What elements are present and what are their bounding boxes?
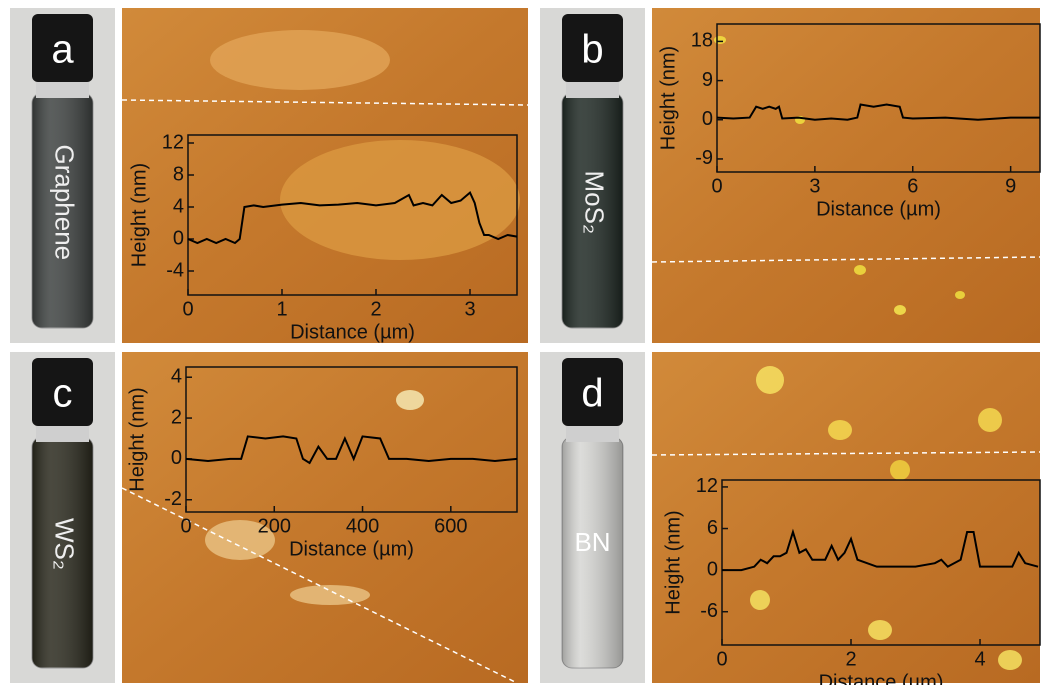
x-tick-label: 3 [464,298,475,320]
afm-feature [396,390,424,410]
scan-line [121,99,529,106]
x-tick-label: 9 [1005,175,1016,197]
afm-feature [210,30,390,90]
afm-image [652,352,1040,683]
x-tick-label: 0 [180,515,191,537]
y-axis-label: Height (nm) [662,510,684,614]
y-tick-label: 8 [173,163,184,185]
x-axis-label: Distance (µm) [819,671,944,685]
y-tick-label: 0 [702,108,713,130]
afm-feature [750,590,770,610]
vial-glass [32,437,93,668]
scan-line [651,451,1041,456]
panel-letter: c [53,372,73,416]
afm-image [122,352,528,683]
vial-glass [32,93,93,328]
x-tick-label: 0 [182,298,193,320]
afm-feature [955,291,965,299]
panel-letter: d [581,372,603,416]
x-tick-label: 0 [716,648,727,670]
y-tick-label: 4 [171,365,182,387]
vial-cap [562,358,623,426]
afm-feature [828,420,852,440]
x-tick-label: 2 [370,298,381,320]
vial-cap [32,14,93,82]
y-tick-label: -2 [164,488,182,510]
x-tick-label: 3 [809,175,820,197]
sample-label: MoS₂ [580,171,610,235]
y-tick-label: -6 [700,600,718,622]
y-tick-label: 12 [696,475,718,497]
panel-letter: b [581,28,603,72]
profile-line [185,435,518,465]
vial-glass [562,93,623,328]
plot-frame [185,366,518,513]
y-tick-label: -4 [166,259,184,281]
y-axis-label: Height (nm) [128,163,150,267]
y-tick-label: 6 [707,517,718,539]
vial-neck [36,78,89,98]
x-tick-label: 6 [907,175,918,197]
scan-line [651,256,1041,263]
afm-feature [756,366,784,394]
x-tick-label: 200 [258,515,291,537]
panel-letter: a [51,28,74,72]
vial-cap [562,14,623,82]
vial-cap [32,358,93,426]
x-tick-label: 400 [346,515,379,537]
afm-feature [290,585,370,605]
sample-label: WS₂ [50,518,80,570]
plot-frame [716,23,1041,173]
y-tick-label: 9 [702,69,713,91]
afm-feature [894,305,906,315]
y-tick-label: 0 [171,447,182,469]
afm-feature [890,460,910,480]
y-tick-label: 18 [691,30,713,52]
afm-feature [978,408,1002,432]
x-tick-label: 600 [434,515,467,537]
x-tick-label: 1 [276,298,287,320]
vial-neck [36,422,89,442]
vial-neck [566,78,619,98]
x-axis-label: Distance (µm) [289,538,414,560]
y-tick-label: 0 [707,558,718,580]
vial-neck [566,422,619,442]
vial-glass [562,437,623,668]
profile-line [187,190,518,245]
plot-frame [721,479,1041,646]
afm-feature [868,620,892,640]
y-axis-label: Height (nm) [657,46,679,150]
x-tick-label: 0 [711,175,722,197]
afm-feature [998,650,1022,670]
sample-label: BN [574,527,610,557]
y-tick-label: 0 [173,227,184,249]
profile-line [716,103,1040,121]
afm-feature [714,36,726,44]
y-tick-label: 12 [162,131,184,153]
plot-frame [187,134,518,296]
x-axis-label: Distance (µm) [816,198,941,220]
scan-line [121,487,518,684]
y-tick-label: -9 [695,147,713,169]
afm-feature [854,265,866,275]
x-axis-label: Distance (µm) [290,321,415,343]
afm-feature [205,520,275,560]
sample-label: Graphene [50,144,80,260]
x-tick-label: 4 [974,648,985,670]
y-tick-label: 2 [171,406,182,428]
afm-image [652,8,1040,343]
profile-line [722,528,1039,572]
y-tick-label: 4 [173,195,184,217]
y-axis-label: Height (nm) [126,387,148,491]
x-tick-label: 2 [845,648,856,670]
